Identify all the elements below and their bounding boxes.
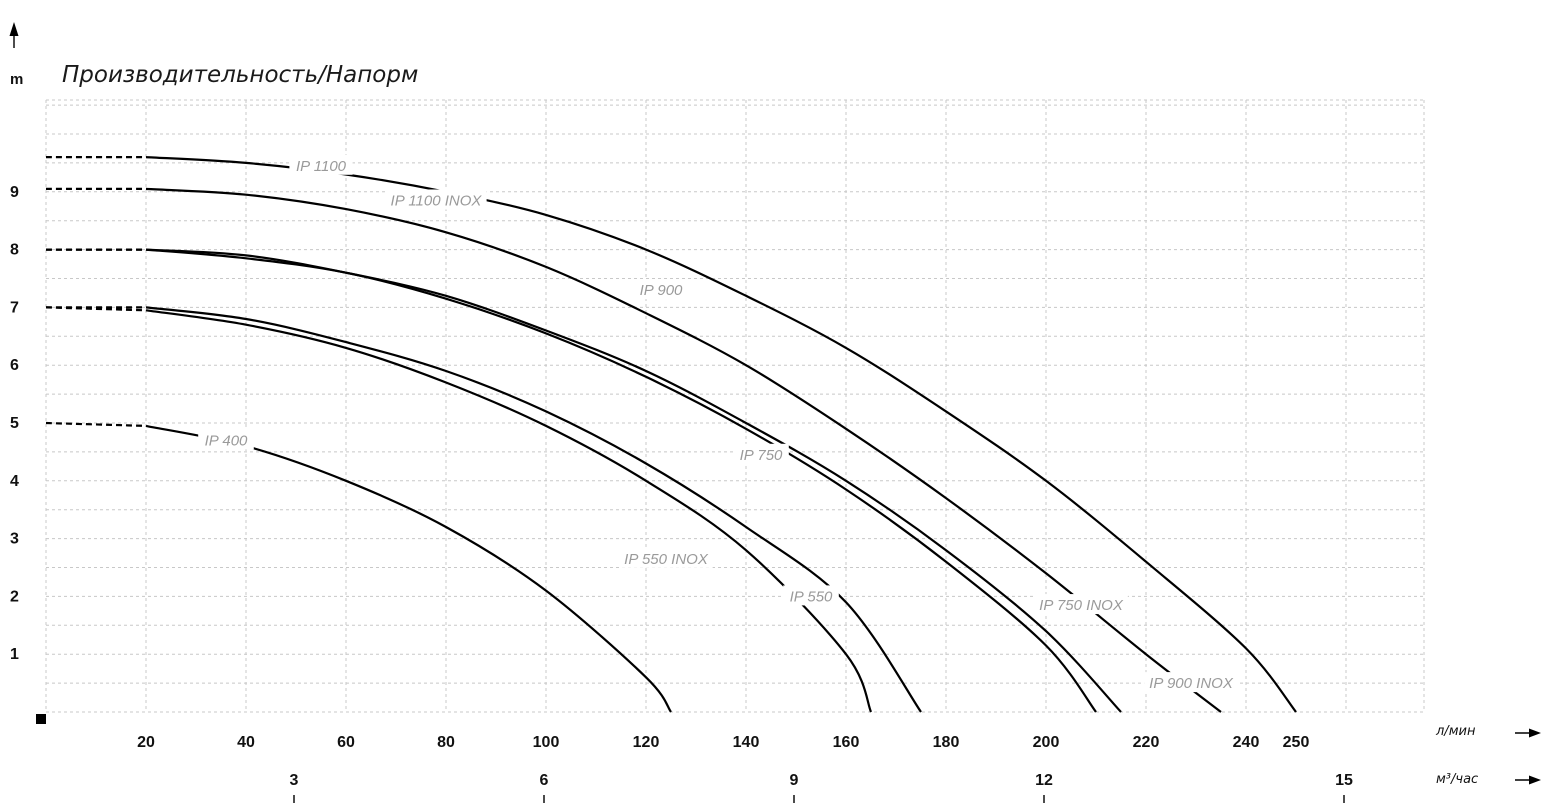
x-tick-label: 40 <box>237 734 255 751</box>
series-curve-start-ip-400 <box>45 421 147 427</box>
series-curve-ip-1100-inox <box>145 187 1222 713</box>
series-label: IP 550 <box>790 588 833 605</box>
series-curve-ip-750-inox <box>145 306 922 713</box>
series-label-bg <box>1034 594 1128 615</box>
y-tick-label: 9 <box>10 184 19 201</box>
chart-title: Производительность/Напорм <box>62 62 418 88</box>
series-label: IP 400 <box>205 432 248 449</box>
y-tick-label: 7 <box>10 299 19 316</box>
series-label-bg <box>385 189 487 210</box>
series-curve-start-ip-550 <box>45 306 147 312</box>
series-label-bg <box>783 585 839 606</box>
x2-tick-label: 12 <box>1035 772 1053 789</box>
y-axis-arrow-icon <box>9 22 19 36</box>
y-tick-labels: 1 2 3 4 5 6 7 8 9 <box>10 184 19 663</box>
series-curve-ip-750 <box>145 248 1097 713</box>
series-labels: IP 1100 IP 1100 INOX IP 900 IP 750 IP 750 IN… <box>198 154 1238 693</box>
series-label: IP 900 INOX <box>1149 675 1234 692</box>
x-tick-label: 120 <box>633 734 660 751</box>
y-tick-label: 8 <box>10 242 19 259</box>
y-tick-label: 5 <box>10 415 19 432</box>
x2-axis-arrow-icon <box>1515 775 1541 785</box>
series-label-bg <box>198 429 254 450</box>
y-tick-label: 6 <box>10 357 19 374</box>
x-tick-label: 220 <box>1133 734 1160 751</box>
grid <box>45 99 1425 713</box>
series-label-bg <box>1144 672 1238 693</box>
x-axis-label: л/мин <box>1435 724 1476 739</box>
x-tick-label: 160 <box>833 734 860 751</box>
series-label-bg <box>619 547 713 568</box>
series-label-bg <box>289 154 353 175</box>
y-tick-label: 3 <box>10 531 19 548</box>
x2-tick-labels: 3 6 9 12 15 <box>290 772 1353 803</box>
axes: m Производительность/Напорм л/мин м³/час <box>9 22 1541 787</box>
y-tick-label: 2 <box>10 588 19 605</box>
x-tick-label: 140 <box>733 734 760 751</box>
x-tick-label: 20 <box>137 734 155 751</box>
origin-square-icon <box>36 714 46 724</box>
y-tick-label: 1 <box>10 646 19 663</box>
series-label: IP 1100 <box>296 158 347 175</box>
series-label-bg <box>633 279 689 300</box>
x-tick-label: 60 <box>337 734 355 751</box>
y-axis-label: m <box>10 71 23 88</box>
series-curve-ip-400 <box>145 424 672 713</box>
x2-tick-label: 9 <box>790 772 799 789</box>
series-label: IP 1100 INOX <box>391 192 483 209</box>
series-label: IP 550 INOX <box>624 551 709 568</box>
x-tick-label: 200 <box>1033 734 1060 751</box>
series-label: IP 900 <box>640 282 683 299</box>
x-tick-labels: 20 40 60 80 100 120 140 160 180 200 220 240 250 <box>137 734 1309 751</box>
x2-tick-label: 6 <box>540 772 549 789</box>
x-tick-label: 100 <box>533 734 560 751</box>
x2-axis-label: м³/час <box>1436 772 1478 787</box>
x-tick-label: 180 <box>933 734 960 751</box>
series-curve-ip-1100 <box>145 156 1297 713</box>
series-label: IP 750 <box>740 447 783 464</box>
x-tick-label: 80 <box>437 734 455 751</box>
series-curve-ip-550 <box>145 309 873 713</box>
x-tick-label: 240 <box>1233 734 1260 751</box>
series-label-bg <box>733 443 789 464</box>
x-tick-label: 250 <box>1283 734 1310 751</box>
series-label: IP 750 INOX <box>1039 597 1124 614</box>
x-axis-arrow-icon <box>1515 728 1541 738</box>
x2-tick-label: 15 <box>1335 772 1353 789</box>
x2-tick-label: 3 <box>290 772 299 789</box>
y-tick-label: 4 <box>10 473 19 490</box>
